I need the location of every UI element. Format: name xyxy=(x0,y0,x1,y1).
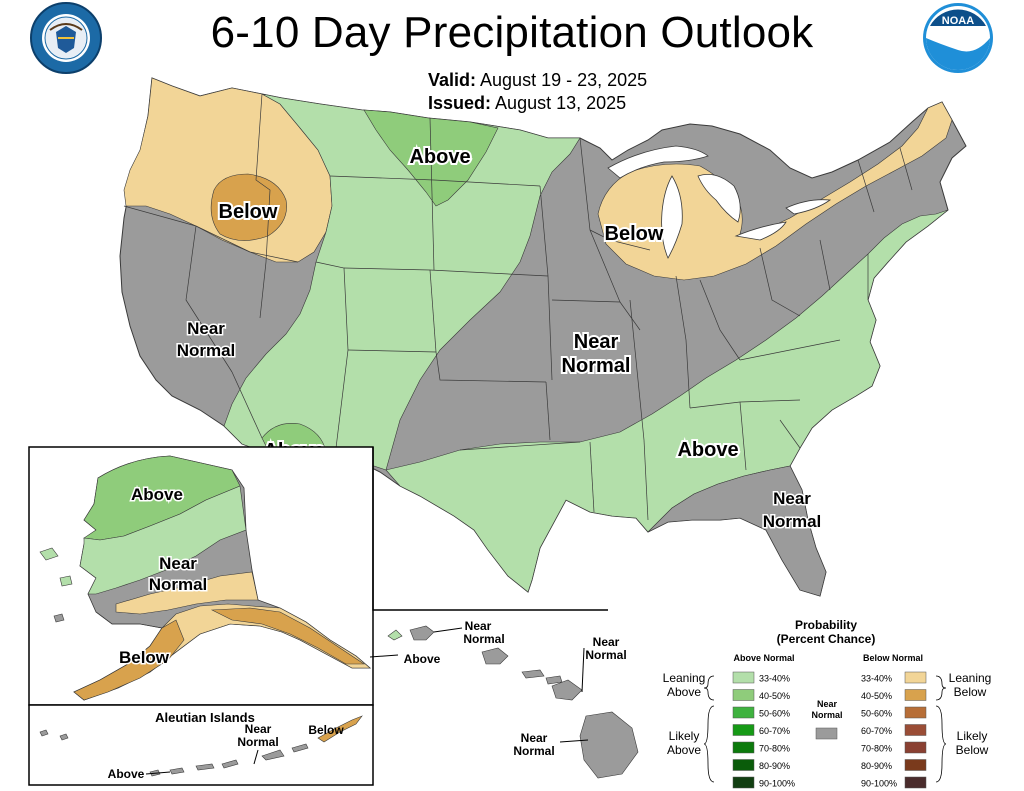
legend-leaning-below-1: Leaning xyxy=(949,671,992,685)
label-se-near-1: Near xyxy=(773,489,811,508)
label-alaska-above: Above xyxy=(131,485,183,504)
south-leaning-above-area xyxy=(385,209,949,593)
hawaii-inset: Near Normal Near Normal Near Normal xyxy=(387,619,639,779)
legend-below-swatch-2 xyxy=(904,706,927,719)
legend-below-range-5: 80-90% xyxy=(861,761,892,771)
hawaii-ne-near-1: Near xyxy=(593,635,620,649)
legend-likely-above-2: Above xyxy=(667,743,701,757)
label-alaska-near-2: Normal xyxy=(149,575,208,594)
legend-above-range-4: 70-80% xyxy=(759,744,790,754)
legend-below-range-3: 60-70% xyxy=(861,726,892,736)
issued-value: August 13, 2025 xyxy=(495,93,627,113)
aleutian-near-1: Near xyxy=(245,722,272,736)
issued-date: Issued: August 13, 2025 xyxy=(428,93,626,114)
page-title: 6-10 Day Precipitation Outlook xyxy=(210,8,814,57)
legend-near-swatch xyxy=(815,727,838,740)
legend-title-1: Probability xyxy=(795,618,857,632)
label-west-near-1: Near xyxy=(187,319,225,338)
label-central-near-1: Near xyxy=(574,331,619,353)
legend-near-2: Normal xyxy=(811,710,842,720)
legend-leaning-below-2: Below xyxy=(954,685,987,699)
legend-below-swatches: 33-40% 40-50% 50-60% 60-70% 70-80% 80-90% 90-1… xyxy=(861,671,927,789)
legend-below-swatch-6 xyxy=(904,776,927,789)
legend-likely-below-1: Likely xyxy=(957,729,988,743)
legend-above-range-6: 90-100% xyxy=(759,779,795,789)
valid-value: August 19 - 23, 2025 xyxy=(480,70,648,90)
legend-above-range-1: 40-50% xyxy=(759,691,790,701)
legend-likely-above-1: Likely xyxy=(669,729,700,743)
label-alaska-near-1: Near xyxy=(159,554,197,573)
legend-above-header: Above Normal xyxy=(733,653,794,663)
alaska-below-40-50-area xyxy=(73,607,365,701)
se-near-normal-area xyxy=(647,465,827,597)
valid-dates: Valid: August 19 - 23, 2025 xyxy=(428,70,647,91)
legend-below-range-4: 70-80% xyxy=(861,744,892,754)
label-west-near-2: Normal xyxy=(177,341,236,360)
legend-below-range-1: 40-50% xyxy=(861,691,892,701)
legend-below-range-6: 90-100% xyxy=(861,779,897,789)
legend-above-swatch-6 xyxy=(732,776,755,789)
label-se-above: Above xyxy=(677,439,738,461)
alaska-leaning-above-area xyxy=(79,485,247,595)
legend-leaning-above-1: Leaning xyxy=(663,671,706,685)
legend-below-range-2: 50-60% xyxy=(861,709,892,719)
legend-above-range-2: 50-60% xyxy=(759,709,790,719)
issued-label: Issued: xyxy=(428,93,492,113)
legend-above-swatch-1 xyxy=(732,689,755,701)
legend-above-swatch-2 xyxy=(732,706,755,719)
legend-likely-below-2: Below xyxy=(956,743,989,757)
legend-below-swatch-3 xyxy=(904,724,927,736)
probability-legend: Probability (Percent Chance) Above Norma… xyxy=(663,618,992,789)
legend-above-range-3: 60-70% xyxy=(759,726,790,736)
commerce-seal-logo xyxy=(30,2,102,74)
hawaii-s-near-1: Near xyxy=(521,731,548,745)
alaska-above-40-50-area xyxy=(83,455,241,541)
legend-near-1: Near xyxy=(817,699,838,709)
hawaii-nw-near-1: Near xyxy=(465,619,492,633)
hawaii-nw-near-2: Normal xyxy=(463,632,504,646)
great-lakes-water xyxy=(607,145,832,259)
aleutian-title: Aleutian Islands xyxy=(155,710,255,725)
legend-below-header: Below Normal xyxy=(863,653,923,663)
hawaii-ne-near-2: Normal xyxy=(585,648,626,662)
valid-label: Valid: xyxy=(428,70,477,90)
legend-below-swatch-5 xyxy=(904,759,927,771)
state-borders xyxy=(123,93,913,521)
legend-title-2: (Percent Chance) xyxy=(777,632,876,646)
nw-below-40-50-area xyxy=(210,173,287,241)
label-great-lakes-below: Below xyxy=(605,223,664,245)
hawaii-s-near-2: Normal xyxy=(513,744,554,758)
legend-above-swatch-4 xyxy=(732,741,755,754)
label-se-near-2: Normal xyxy=(763,512,822,531)
aleutian-below: Below xyxy=(308,723,344,737)
label-alaska-se-above: Above xyxy=(404,652,441,666)
legend-above-swatch-3 xyxy=(732,724,755,736)
legend-above-range-0: 33-40% xyxy=(759,674,790,684)
legend-below-range-0: 33-40% xyxy=(861,674,892,684)
label-alaska-below: Below xyxy=(119,648,170,667)
legend-leaning-above-2: Above xyxy=(667,685,701,699)
legend-above-range-5: 80-90% xyxy=(759,761,790,771)
alaska-inset: Above Near Normal Below Above xyxy=(28,446,608,706)
legend-above-swatches: 33-40% 40-50% 50-60% 60-70% 70-80% 80-90% 90-1… xyxy=(732,671,795,789)
label-nw-below: Below xyxy=(219,201,278,223)
legend-below-swatch-0 xyxy=(904,671,927,684)
legend-above-swatch-5 xyxy=(732,759,755,771)
label-plains-above: Above xyxy=(409,146,470,168)
label-central-near-2: Normal xyxy=(562,355,631,377)
aleutian-near-2: Normal xyxy=(237,735,278,749)
aleutian-above: Above xyxy=(108,767,145,781)
noaa-logo-text: NOAA xyxy=(942,15,974,27)
legend-below-swatch-1 xyxy=(904,689,927,701)
legend-below-swatch-4 xyxy=(904,741,927,754)
legend-above-swatch-0 xyxy=(732,671,755,684)
aleutian-inset: Aleutian Islands Near Normal Below Above xyxy=(28,704,374,786)
noaa-logo: NOAA xyxy=(923,3,993,73)
